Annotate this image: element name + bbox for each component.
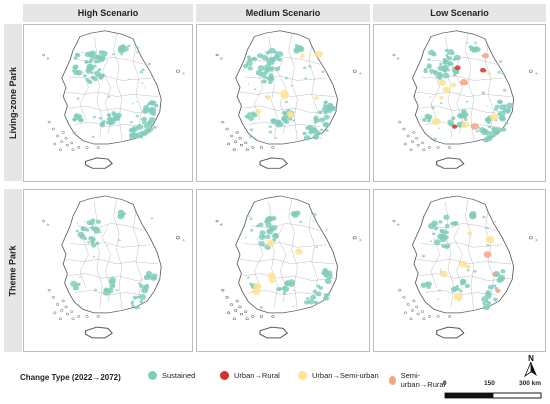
- map-panel-theme-high: [23, 189, 193, 352]
- row-header-theme-label: Theme Park: [8, 244, 18, 297]
- legend-item-urban-rural: Urban→Rural: [220, 371, 280, 380]
- scale-tick-150: 150: [484, 380, 495, 387]
- north-arrow-icon: N: [519, 354, 543, 378]
- legend-swatch-sustained: [148, 371, 157, 380]
- legend-label-sustained: Sustained: [162, 371, 196, 380]
- legend-swatch-urban-semi-urban: [298, 371, 307, 380]
- legend-item-semi-urban-rural: Semi-urban→Rural: [389, 371, 448, 389]
- map-panel-living-high: [23, 24, 193, 182]
- column-header-medium: Medium Scenario: [196, 4, 370, 22]
- scale-tick-300: 300 km: [519, 380, 542, 387]
- scale-tick-0: 0: [443, 380, 447, 387]
- row-header-living-zone: Living-zone Park: [4, 24, 22, 181]
- map-panel-living-medium: [196, 24, 370, 182]
- legend-swatch-urban-rural: [220, 371, 229, 380]
- legend: Change Type (2022→2072) Sustained Urban→…: [0, 360, 445, 400]
- legend-item-sustained: Sustained: [148, 371, 195, 380]
- legend-swatch-semi-urban-rural: [389, 375, 396, 385]
- row-header-living-zone-label: Living-zone Park: [8, 66, 19, 139]
- row-header-theme: Theme Park: [4, 189, 22, 352]
- scale-bar: 0 150 300 km: [443, 380, 543, 402]
- map-panel-theme-medium: [196, 189, 370, 352]
- column-header-low: Low Scenario: [373, 4, 546, 22]
- column-header-high: High Scenario: [23, 4, 193, 22]
- map-panel-living-low: [373, 24, 546, 182]
- legend-label-semi-urban-rural: Semi-urban→Rural: [400, 371, 446, 389]
- legend-label-urban-semi-urban: Urban→Semi-urban: [312, 371, 379, 380]
- legend-label-urban-rural: Urban→Rural: [234, 371, 280, 380]
- north-label: N: [528, 354, 534, 363]
- legend-title: Change Type (2022→2072): [20, 373, 121, 382]
- legend-item-urban-semi-urban: Urban→Semi-urban: [298, 371, 379, 380]
- map-panel-theme-low: [373, 189, 546, 352]
